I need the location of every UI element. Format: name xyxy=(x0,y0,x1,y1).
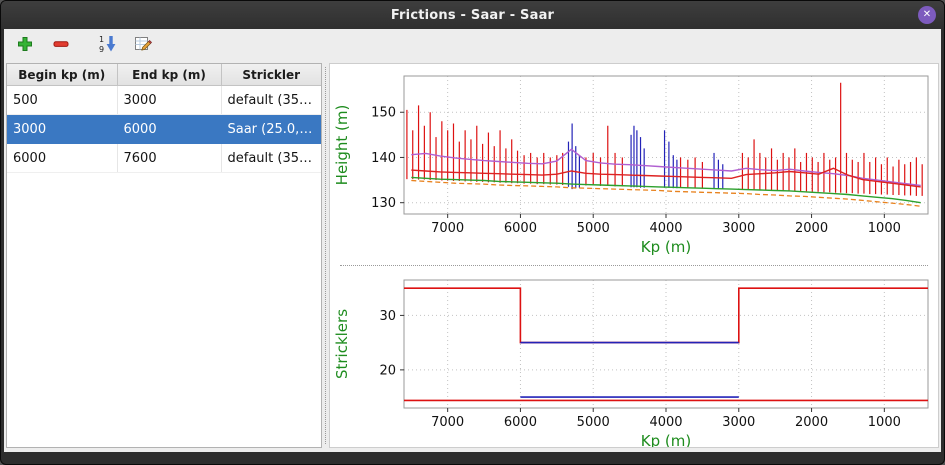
add-button[interactable] xyxy=(12,32,38,58)
remove-button[interactable] xyxy=(48,32,74,58)
svg-text:2000: 2000 xyxy=(795,221,828,236)
svg-text:7000: 7000 xyxy=(431,415,464,430)
svg-text:1000: 1000 xyxy=(868,415,901,430)
remove-icon xyxy=(52,35,70,56)
sort-button[interactable]: 1 9 xyxy=(94,32,120,58)
table-cell[interactable]: 6000 xyxy=(7,143,118,173)
window-title: Frictions - Saar - Saar xyxy=(390,7,555,23)
sort-icon: 1 9 xyxy=(98,34,117,56)
svg-text:1000: 1000 xyxy=(868,221,901,236)
column-header-begin-kp[interactable]: Begin kp (m) xyxy=(7,64,118,86)
svg-text:6000: 6000 xyxy=(504,221,537,236)
svg-text:1: 1 xyxy=(99,35,104,44)
svg-text:Kp (m): Kp (m) xyxy=(641,432,691,448)
svg-text:140: 140 xyxy=(371,151,396,166)
svg-text:150: 150 xyxy=(371,106,396,121)
table-cell[interactable]: Saar (25.0, 15.0) xyxy=(221,114,321,144)
edit-icon xyxy=(134,35,153,56)
charts-panel: 7000 6000 5000 4000 3000 2000 1000 130 140 150 Kp … xyxy=(329,63,939,448)
window-content: 1 9 xyxy=(4,29,941,452)
svg-text:Kp (m): Kp (m) xyxy=(641,238,691,256)
svg-text:5000: 5000 xyxy=(577,221,610,236)
svg-text:9: 9 xyxy=(99,45,104,53)
svg-text:7000: 7000 xyxy=(431,221,464,236)
main-area: Begin kp (m) End kp (m) Strickler 500 300… xyxy=(4,61,941,452)
add-icon xyxy=(16,35,34,56)
svg-text:30: 30 xyxy=(379,309,396,324)
svg-text:130: 130 xyxy=(371,196,396,211)
table-header-row: Begin kp (m) End kp (m) Strickler xyxy=(7,64,321,86)
svg-text:6000: 6000 xyxy=(504,415,537,430)
svg-text:4000: 4000 xyxy=(649,221,682,236)
vertical-splitter[interactable] xyxy=(322,63,329,448)
column-header-end-kp[interactable]: End kp (m) xyxy=(116,64,222,86)
svg-text:3000: 3000 xyxy=(722,221,755,236)
svg-text:Stricklers: Stricklers xyxy=(333,309,351,379)
svg-text:3000: 3000 xyxy=(722,415,755,430)
table-cell[interactable]: 3000 xyxy=(117,85,222,115)
svg-text:5000: 5000 xyxy=(577,415,610,430)
svg-text:4000: 4000 xyxy=(649,415,682,430)
close-button[interactable]: ✕ xyxy=(918,6,936,24)
table-cell[interactable]: default (35.0, ... xyxy=(221,143,321,173)
svg-text:Height (m): Height (m) xyxy=(333,105,351,186)
height-chart-box: 7000 6000 5000 4000 3000 2000 1000 130 140 150 Kp … xyxy=(332,66,936,262)
svg-text:2000: 2000 xyxy=(795,415,828,430)
height-chart: 7000 6000 5000 4000 3000 2000 1000 130 140 150 Kp … xyxy=(333,75,929,256)
toolbar: 1 9 xyxy=(4,29,941,61)
frictions-table-panel: Begin kp (m) End kp (m) Strickler 500 300… xyxy=(6,63,322,448)
table-cell[interactable]: 6000 xyxy=(117,114,222,144)
stricklers-chart-box: 7000 6000 5000 4000 3000 2000 1000 20 30 Kp (m) St… xyxy=(332,270,936,448)
edit-button[interactable] xyxy=(130,32,156,58)
close-icon: ✕ xyxy=(922,9,932,20)
table-cell[interactable]: 500 xyxy=(7,85,118,115)
horizontal-splitter[interactable] xyxy=(332,262,936,270)
table-cell[interactable]: 7600 xyxy=(117,143,222,173)
stricklers-chart: 7000 6000 5000 4000 3000 2000 1000 20 30 Kp (m) St… xyxy=(333,279,929,448)
table-cell[interactable]: default (35.0, ... xyxy=(221,85,321,115)
column-header-strickler[interactable]: Strickler xyxy=(220,64,321,86)
svg-text:20: 20 xyxy=(379,363,396,378)
table-cell[interactable]: 3000 xyxy=(7,114,118,144)
titlebar[interactable]: Frictions - Saar - Saar ✕ xyxy=(1,1,944,29)
frictions-table: Begin kp (m) End kp (m) Strickler 500 300… xyxy=(7,64,321,173)
